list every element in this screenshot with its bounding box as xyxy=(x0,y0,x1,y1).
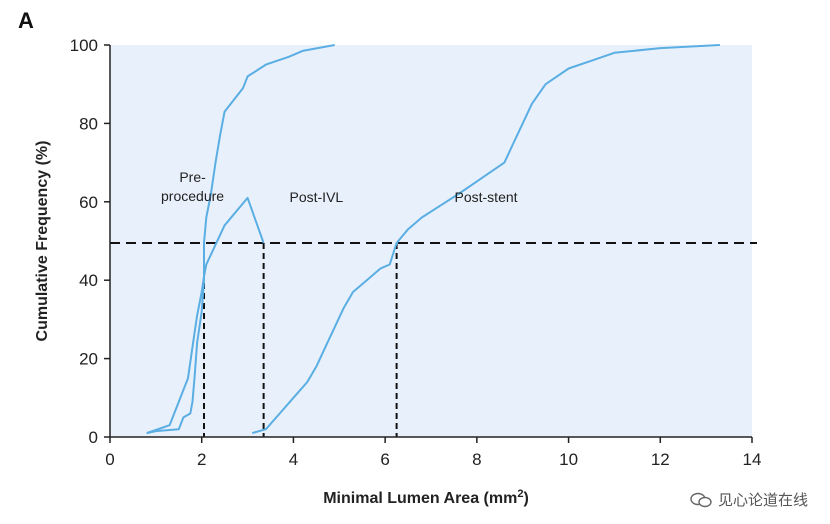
x-tick-label-4: 8 xyxy=(472,450,481,469)
x-axis-title-superscript: 2 xyxy=(517,488,523,500)
x-tick-label-7: 14 xyxy=(743,450,762,469)
series-label-0: Pre-procedure xyxy=(161,169,224,204)
curves xyxy=(146,44,720,435)
series-curve-1 xyxy=(146,196,265,435)
watermark: 见心论道在线 xyxy=(690,489,808,510)
y-tick-label-4: 80 xyxy=(79,114,98,133)
x-axis-title: Minimal Lumen Area (mm2) xyxy=(323,488,529,507)
panel-label: A xyxy=(18,8,34,33)
series-curve-2 xyxy=(251,44,720,435)
x-tick-label-3: 6 xyxy=(380,450,389,469)
y-tick-label-0: 0 xyxy=(89,428,98,447)
series-curve-0 xyxy=(146,44,335,435)
y-tick-label-3: 60 xyxy=(79,193,98,212)
watermark-text: 见心论道在线 xyxy=(717,491,808,509)
x-tick-label-1: 2 xyxy=(197,450,206,469)
plot-background xyxy=(110,45,752,437)
series-label-2: Post-stent xyxy=(455,189,518,205)
x-axis-title-main: Minimal Lumen Area (mm xyxy=(323,490,517,507)
wechat-icon xyxy=(690,492,712,507)
x-tick-label-0: 0 xyxy=(105,450,114,469)
y-tick-label-1: 20 xyxy=(79,350,98,369)
x-axis-title-end: ) xyxy=(523,490,528,507)
x-tick-label-6: 12 xyxy=(651,450,670,469)
series-annotations: Pre-procedure Post-IVL Post-stent xyxy=(161,169,518,205)
y-tick-label-5: 100 xyxy=(70,36,98,55)
series-label-1: Post-IVL xyxy=(290,189,344,205)
axes: 0 2 4 6 8 10 12 14 0 20 40 60 80 100 xyxy=(70,36,762,469)
x-tick-label-2: 4 xyxy=(289,450,298,469)
y-axis-title: Cumulative Frequency (%) xyxy=(34,141,51,342)
y-tick-label-2: 40 xyxy=(79,271,98,290)
x-tick-label-5: 10 xyxy=(559,450,578,469)
